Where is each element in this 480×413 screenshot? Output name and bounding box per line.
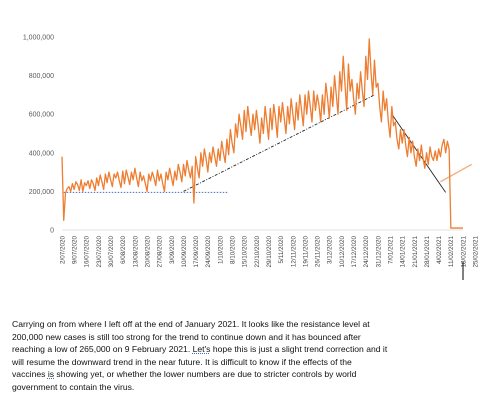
caption-word-is: is	[47, 369, 55, 380]
x-tick-label: 24/12/2020	[363, 236, 370, 268]
trend-line-solid	[440, 163, 473, 183]
trend-lines	[63, 94, 473, 193]
x-tick-label: 22/10/2020	[254, 236, 261, 268]
x-tick-label: 2/07/2020	[59, 236, 66, 265]
x-tick-label: 23/07/2020	[96, 236, 103, 268]
x-tick-label: 20/08/2020	[144, 236, 151, 268]
daily-cases-series-line	[61, 38, 463, 229]
caption-line-1: Carrying on from where I left off at the…	[12, 319, 370, 329]
new-cases-line-chart: 0 200,000 400,000 600,000 800,000 1,000,000 2…	[23, 35, 480, 280]
x-tick-label: 8/10/2020	[230, 236, 237, 265]
x-tick-label: 10/12/2020	[339, 236, 346, 268]
caption-line-4: will resume the downward trend in the ne…	[12, 356, 352, 367]
caption-line-2: 200,000 new cases is still too strong fo…	[12, 331, 361, 342]
y-axis: 0 200,000 400,000 600,000 800,000 1,000,000	[23, 35, 54, 235]
x-tick-label: 17/09/2020	[193, 236, 200, 268]
x-tick-label: 4/02/2021	[436, 236, 443, 265]
x-tick-label: 19/11/2020	[302, 236, 309, 268]
x-tick-label: 30/07/2020	[108, 236, 115, 268]
caption-line-3-c: hope this is just a slight trend correct…	[210, 344, 388, 355]
caption-line-5-a: vaccines	[12, 369, 48, 380]
x-tick-label: 16/07/2020	[84, 236, 91, 268]
caption-word-lets: Let's	[192, 344, 211, 355]
y-tick-label: 1,000,000	[23, 35, 54, 42]
x-tick-label: 3/09/2020	[169, 236, 176, 265]
x-tick-label: 10/09/2020	[181, 236, 188, 268]
x-tick-label: 25/02/2021	[473, 236, 480, 268]
x-tick-label: 15/10/2020	[242, 236, 249, 268]
x-tick-label: 27/08/2020	[157, 236, 164, 268]
caption-line-6: government to contain the virus.	[12, 381, 135, 392]
caption-line-3-a: reaching a low of 265,000 on 9 February …	[12, 344, 193, 355]
x-tick-label: 29/10/2020	[266, 236, 273, 268]
caption-line-5-c: showing yet, or whether the lower number…	[54, 369, 357, 380]
y-tick-label: 600,000	[29, 112, 54, 119]
x-tick-label: 24/09/2020	[205, 236, 212, 268]
series-lines	[61, 38, 463, 229]
y-tick-label: 0	[50, 228, 54, 235]
x-tick-label: 6/08/2020	[120, 236, 127, 265]
trend-line-dashdot	[183, 94, 375, 192]
caption-line-5: vaccines is showing yet, or whether the …	[12, 368, 474, 381]
x-tick-label: 21/01/2021	[412, 236, 419, 268]
caption-text: Carrying on from where I left off at the…	[12, 318, 474, 394]
x-tick-label: 18/02/2021	[460, 236, 467, 268]
x-tick-label: 31/12/2020	[375, 236, 382, 268]
y-tick-label: 800,000	[29, 73, 54, 80]
x-tick-label: 11/02/2021	[448, 236, 455, 268]
x-tick-label: 1/10/2020	[217, 236, 224, 265]
x-tick-label: 9/07/2020	[72, 236, 79, 265]
x-tick-label: 12/11/2020	[290, 236, 297, 268]
x-tick-label: 13/08/2020	[132, 236, 139, 268]
x-tick-label: 14/01/2021	[400, 236, 407, 268]
y-tick-label: 200,000	[29, 189, 54, 196]
x-tick-label: 5/11/2020	[278, 236, 285, 264]
x-tick-label: 28/01/2021	[424, 236, 431, 268]
x-axis: 2/07/2020 9/07/2020 16/07/2020 23/07/2020 30…	[59, 229, 480, 268]
x-tick-label: 17/12/2020	[351, 236, 358, 268]
x-tick-label: 7/01/2021	[387, 236, 394, 265]
y-tick-label: 400,000	[29, 150, 54, 157]
caption-line-3: reaching a low of 265,000 on 9 February …	[12, 343, 474, 356]
x-tick-label: 26/11/2020	[315, 236, 322, 268]
x-tick-label: 3/12/2020	[327, 236, 334, 265]
